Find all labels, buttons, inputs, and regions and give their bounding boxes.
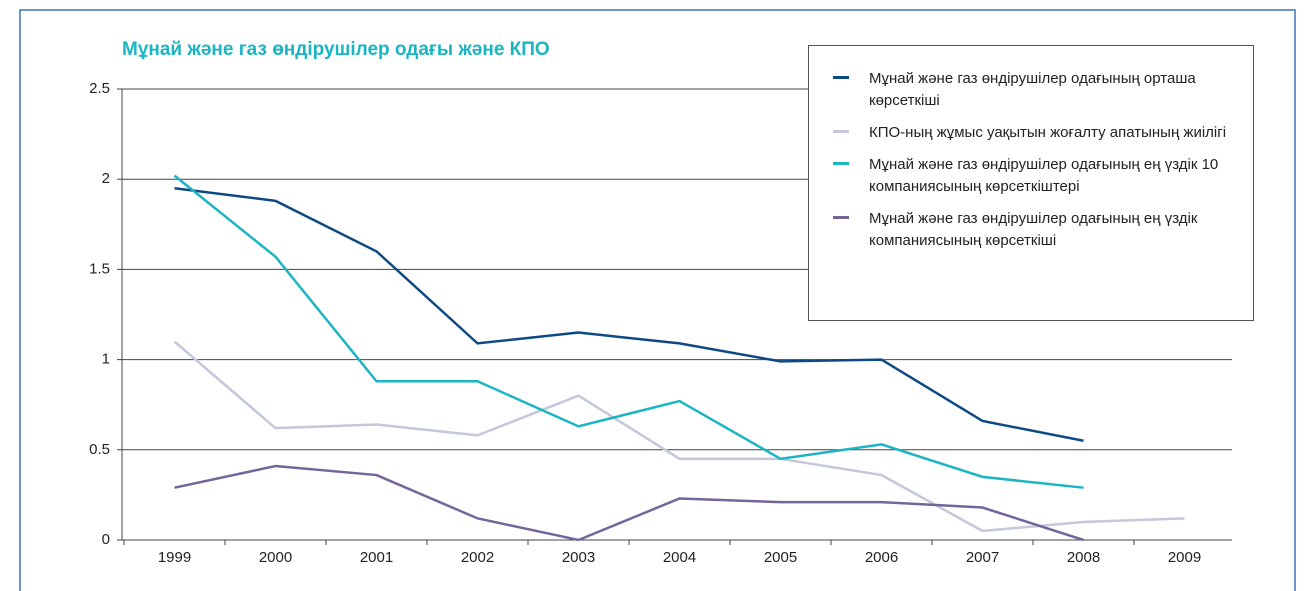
legend-item: Мұнай және газ өндірушілер одағының орта… [833,68,1239,112]
legend-swatch [833,130,849,133]
x-tick-label: 2005 [764,549,797,566]
legend-label: Мұнай және газ өндірушілер одағының ең ү… [869,156,1219,195]
legend-item: КПО-ның жұмыс уақытын жоғалту апатының ж… [833,122,1239,144]
x-tick-label: 2006 [865,549,898,566]
x-tick-label: 2007 [966,549,999,566]
y-tick-label: 1 [102,351,110,368]
series-line [173,340,1185,533]
legend-label: КПО-ның жұмыс уақытын жоғалту апатының ж… [869,124,1227,141]
y-tick-label: 2.5 [89,80,110,97]
x-tick-label: 1999 [158,549,191,566]
y-tick-label: 2 [102,170,110,187]
x-tick-label: 2004 [663,549,696,566]
x-tick-label: 2000 [259,549,292,566]
x-tick-label: 2008 [1067,549,1100,566]
y-tick-label: 0 [102,531,110,548]
series-line [173,174,1084,489]
legend: Мұнай және газ өндірушілер одағының орта… [808,45,1254,321]
series-line [174,464,1084,542]
x-tick-label: 2002 [461,549,494,566]
x-tick-label: 2009 [1168,549,1201,566]
legend-swatch [833,76,849,79]
legend-label: Мұнай және газ өндірушілер одағының орта… [869,70,1196,109]
legend-swatch [833,216,849,219]
x-tick-label: 2003 [562,549,595,566]
legend-swatch [833,162,849,165]
y-tick-label: 1.5 [89,260,110,277]
chart-title: Мұнай және газ өндірушілер одағы және КП… [122,39,550,60]
y-tick-label: 0.5 [89,441,110,458]
legend-label: Мұнай және газ өндірушілер одағының ең ү… [869,210,1198,249]
x-tick-label: 2001 [360,549,393,566]
frame [19,9,1296,591]
series-line [174,186,1084,443]
legend-item: Мұнай және газ өндірушілер одағының ең ү… [833,154,1239,198]
legend-item: Мұнай және газ өндірушілер одағының ең ү… [833,208,1239,252]
